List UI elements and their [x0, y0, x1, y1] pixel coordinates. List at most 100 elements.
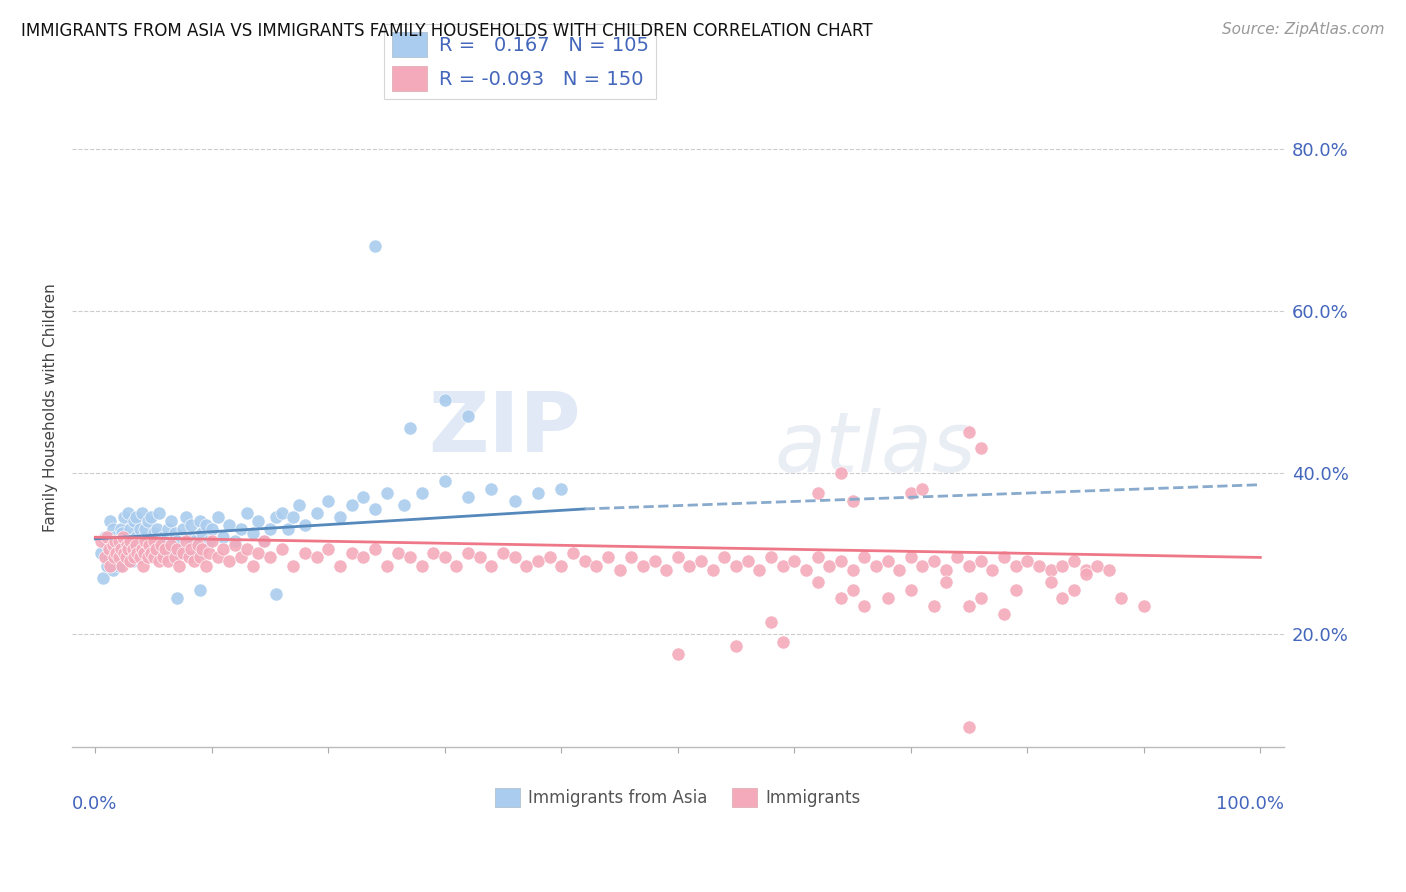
- Point: [188, 550, 211, 565]
- Point: [134, 534, 156, 549]
- Point: [107, 550, 129, 565]
- Point: [166, 542, 188, 557]
- Point: [242, 558, 264, 573]
- Point: [585, 558, 607, 573]
- Point: [157, 542, 180, 557]
- Point: [283, 558, 305, 573]
- Point: [163, 526, 186, 541]
- Point: [191, 526, 214, 541]
- Point: [172, 546, 194, 560]
- Point: [163, 550, 186, 565]
- Point: [690, 554, 713, 568]
- Point: [364, 502, 387, 516]
- Point: [191, 542, 214, 557]
- Point: [288, 498, 311, 512]
- Point: [841, 494, 863, 508]
- Point: [224, 534, 246, 549]
- Point: [759, 615, 782, 629]
- Point: [142, 534, 165, 549]
- Point: [264, 587, 287, 601]
- Point: [187, 538, 209, 552]
- Text: ZIP: ZIP: [429, 388, 581, 469]
- Point: [152, 530, 174, 544]
- Point: [725, 640, 748, 654]
- Point: [117, 546, 139, 560]
- Point: [110, 522, 132, 536]
- Point: [174, 534, 197, 549]
- Point: [329, 558, 352, 573]
- Point: [152, 550, 174, 565]
- Point: [101, 563, 124, 577]
- Point: [128, 522, 150, 536]
- Point: [270, 506, 292, 520]
- Point: [90, 534, 112, 549]
- Point: [212, 542, 235, 557]
- Point: [340, 546, 363, 560]
- Point: [125, 510, 148, 524]
- Point: [772, 558, 794, 573]
- Point: [550, 558, 572, 573]
- Point: [259, 522, 281, 536]
- Point: [352, 550, 374, 565]
- Point: [195, 558, 218, 573]
- Point: [515, 558, 537, 573]
- Point: [876, 554, 898, 568]
- Point: [247, 546, 270, 560]
- Point: [364, 239, 387, 253]
- Point: [188, 582, 211, 597]
- Point: [93, 571, 115, 585]
- Point: [198, 546, 221, 560]
- Point: [112, 538, 135, 552]
- Point: [264, 510, 287, 524]
- Point: [183, 554, 205, 568]
- Point: [562, 546, 585, 560]
- Point: [702, 563, 724, 577]
- Point: [783, 554, 806, 568]
- Point: [104, 534, 127, 549]
- Point: [970, 554, 993, 568]
- Point: [120, 542, 142, 557]
- Point: [111, 526, 134, 541]
- Point: [242, 526, 264, 541]
- Point: [259, 550, 281, 565]
- Point: [411, 485, 433, 500]
- Point: [981, 563, 1004, 577]
- Point: [970, 591, 993, 605]
- Point: [149, 538, 172, 552]
- Point: [160, 514, 183, 528]
- Point: [748, 563, 770, 577]
- Point: [247, 514, 270, 528]
- Point: [935, 574, 957, 589]
- Point: [201, 534, 224, 549]
- Point: [830, 466, 852, 480]
- Point: [134, 530, 156, 544]
- Point: [922, 599, 945, 613]
- Point: [103, 542, 125, 557]
- Point: [970, 442, 993, 456]
- Point: [156, 522, 179, 536]
- Point: [177, 550, 200, 565]
- Point: [114, 546, 136, 560]
- Point: [853, 550, 876, 565]
- Point: [889, 563, 911, 577]
- Point: [922, 554, 945, 568]
- Point: [100, 558, 122, 573]
- Point: [145, 534, 167, 549]
- Point: [865, 558, 887, 573]
- Point: [957, 720, 980, 734]
- Point: [713, 550, 735, 565]
- Point: [148, 546, 170, 560]
- Point: [103, 550, 125, 565]
- Point: [180, 518, 202, 533]
- Point: [207, 550, 229, 565]
- Point: [155, 542, 177, 557]
- Point: [131, 534, 153, 549]
- Point: [207, 510, 229, 524]
- Point: [946, 550, 969, 565]
- Text: atlas: atlas: [775, 409, 976, 489]
- Point: [1063, 554, 1085, 568]
- Point: [114, 550, 136, 565]
- Text: Source: ZipAtlas.com: Source: ZipAtlas.com: [1222, 22, 1385, 37]
- Point: [128, 550, 150, 565]
- Point: [1017, 554, 1039, 568]
